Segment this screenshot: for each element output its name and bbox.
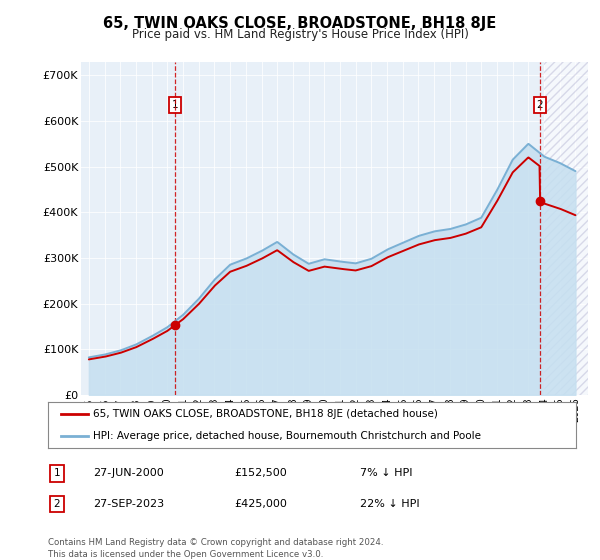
Bar	[544, 62, 600, 395]
Text: HPI: Average price, detached house, Bournemouth Christchurch and Poole: HPI: Average price, detached house, Bour…	[93, 431, 481, 441]
Text: 7% ↓ HPI: 7% ↓ HPI	[360, 468, 413, 478]
Text: 1: 1	[172, 100, 178, 110]
Text: 2: 2	[53, 499, 61, 509]
Text: Price paid vs. HM Land Registry's House Price Index (HPI): Price paid vs. HM Land Registry's House …	[131, 28, 469, 41]
Text: Contains HM Land Registry data © Crown copyright and database right 2024.
This d: Contains HM Land Registry data © Crown c…	[48, 538, 383, 559]
Text: 2: 2	[536, 100, 543, 110]
Text: 27-JUN-2000: 27-JUN-2000	[93, 468, 164, 478]
Text: 1: 1	[53, 468, 61, 478]
Text: 65, TWIN OAKS CLOSE, BROADSTONE, BH18 8JE (detached house): 65, TWIN OAKS CLOSE, BROADSTONE, BH18 8J…	[93, 409, 438, 419]
Bar	[544, 62, 600, 395]
Text: £425,000: £425,000	[234, 499, 287, 509]
Text: 27-SEP-2023: 27-SEP-2023	[93, 499, 164, 509]
Text: 22% ↓ HPI: 22% ↓ HPI	[360, 499, 419, 509]
Text: 65, TWIN OAKS CLOSE, BROADSTONE, BH18 8JE: 65, TWIN OAKS CLOSE, BROADSTONE, BH18 8J…	[103, 16, 497, 31]
Text: £152,500: £152,500	[234, 468, 287, 478]
